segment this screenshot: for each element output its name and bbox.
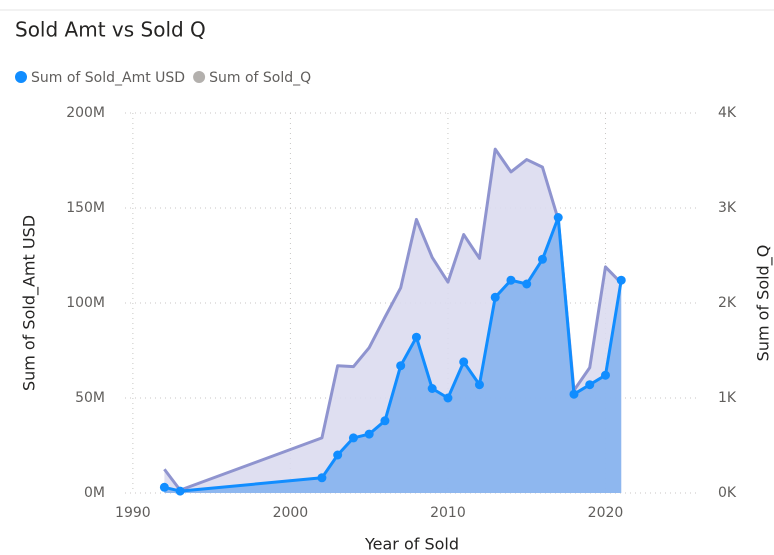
point bbox=[396, 361, 406, 371]
x-tick-label: 1990 bbox=[115, 505, 151, 521]
y-tick-label: 100M bbox=[66, 295, 105, 311]
point bbox=[506, 275, 516, 285]
legend-label: Sum of Sold_Q bbox=[209, 70, 311, 86]
point bbox=[348, 433, 358, 443]
y2-axis-title: Sum of Sold_Q bbox=[754, 245, 774, 362]
y-tick-label: 50M bbox=[75, 390, 105, 406]
chart-title: Sold Amt vs Sold Q bbox=[15, 18, 206, 42]
point bbox=[585, 380, 595, 390]
point bbox=[175, 486, 185, 496]
point bbox=[569, 389, 579, 399]
point bbox=[317, 473, 327, 483]
y2-tick-label: 2K bbox=[718, 295, 737, 311]
point bbox=[411, 332, 421, 342]
y2-tick-label: 4K bbox=[718, 105, 737, 121]
point bbox=[474, 380, 484, 390]
point bbox=[490, 292, 500, 302]
y2-tick-label: 1K bbox=[718, 390, 737, 406]
point bbox=[427, 384, 437, 393]
legend-label: Sum of Sold_Amt USD bbox=[31, 70, 185, 86]
y-tick-label: 200M bbox=[66, 105, 105, 121]
legend-marker bbox=[15, 71, 27, 83]
point bbox=[553, 213, 563, 222]
point bbox=[443, 393, 453, 403]
point bbox=[459, 357, 469, 367]
point bbox=[522, 279, 532, 289]
point bbox=[616, 275, 626, 285]
point bbox=[537, 254, 547, 264]
y-axis-title: Sum of Sold_Amt USD bbox=[20, 215, 40, 391]
y2-tick-label: 0K bbox=[718, 485, 737, 501]
y-tick-label: 0M bbox=[84, 485, 105, 501]
x-axis-title: Year of Sold bbox=[364, 535, 459, 554]
point bbox=[380, 416, 390, 426]
x-tick-label: 2020 bbox=[588, 505, 624, 521]
x-tick-label: 2010 bbox=[430, 505, 466, 521]
line bbox=[164, 216, 623, 493]
legend-marker bbox=[193, 71, 206, 83]
y-tick-label: 150M bbox=[66, 200, 105, 216]
point bbox=[600, 370, 610, 380]
x-tick-label: 2000 bbox=[273, 505, 309, 521]
point bbox=[364, 429, 374, 439]
point bbox=[159, 482, 169, 492]
point bbox=[333, 450, 343, 460]
y2-tick-label: 3K bbox=[718, 200, 737, 216]
